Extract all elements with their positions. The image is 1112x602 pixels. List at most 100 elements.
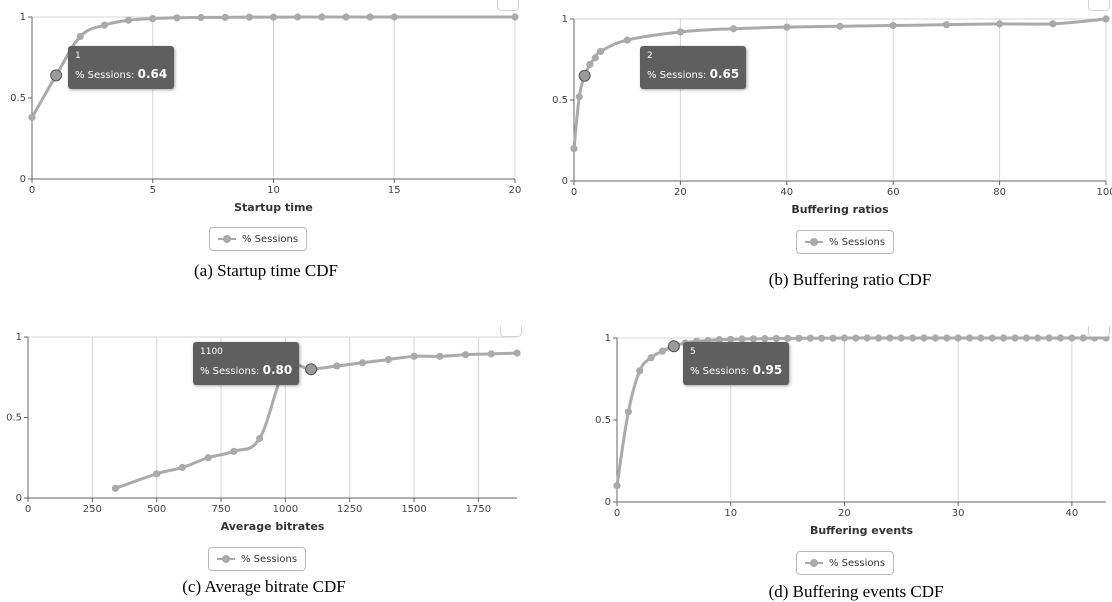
y-tick-label: 0.5 — [10, 93, 26, 104]
x-tick-label: 0 — [614, 508, 620, 519]
tooltip-value: 0.65 — [709, 67, 740, 82]
y-tick-label: 0.5 — [6, 413, 22, 424]
legend-label: % Sessions — [241, 553, 298, 565]
data-point — [727, 335, 735, 343]
data-point — [1079, 334, 1087, 342]
startup-time-chart: 0 5 10 15 20 0 0.5 1 Startup time — [10, 12, 522, 214]
x-tick-label: 20 — [509, 185, 522, 196]
x-tick-label: 30 — [952, 508, 965, 519]
tooltip-x-value: 1 — [75, 51, 81, 61]
x-tick-label: 20 — [674, 187, 687, 198]
data-tooltip: 1 % Sessions: 0.64 — [68, 46, 175, 89]
legend-label: % Sessions — [829, 557, 886, 569]
chart-menu-button[interactable] — [497, 0, 519, 11]
tooltip-series-name: % Sessions — [690, 366, 747, 378]
y-tick-label: 0.5 — [552, 95, 568, 106]
data-point — [111, 484, 120, 492]
data-point — [818, 334, 826, 342]
data-point — [570, 145, 578, 153]
data-point — [1068, 334, 1076, 342]
chart-menu-button[interactable] — [500, 326, 522, 337]
data-tooltip: 1100 % Sessions: 0.80 — [193, 342, 300, 385]
data-point — [511, 13, 519, 21]
data-point — [1056, 334, 1065, 342]
legend-item-sessions[interactable]: % Sessions — [209, 227, 308, 251]
y-tick-label: 1 — [605, 333, 611, 344]
x-axis-title: Buffering ratios — [791, 203, 889, 216]
buffering-events-chart: 0 10 20 30 40 0 0.5 1 Buffering events — [595, 333, 1110, 537]
chart-menu-button[interactable] — [1088, 326, 1110, 337]
x-tick-label: 100 — [1096, 187, 1112, 198]
data-point — [715, 336, 723, 344]
x-tick-label: 1500 — [401, 504, 426, 515]
legend-item-sessions[interactable]: % Sessions — [208, 547, 307, 571]
data-point — [204, 454, 212, 462]
data-point — [836, 22, 844, 30]
data-point — [256, 434, 264, 443]
data-point — [153, 470, 161, 478]
data-point — [889, 21, 897, 30]
data-point — [173, 14, 181, 22]
data-point — [597, 47, 605, 56]
data-point — [366, 13, 374, 21]
data-point — [125, 16, 133, 24]
chart-panel-buffering-ratio: 0 20 40 60 80 100 0 0.5 1 Buffering ratios 2 % Se… — [552, 0, 1112, 300]
data-point — [954, 334, 962, 342]
tooltip-series-name: % Sessions — [647, 70, 704, 82]
data-point — [988, 334, 996, 342]
data-point — [730, 25, 738, 33]
legend-label: % Sessions — [829, 236, 886, 248]
x-tick-label: 15 — [388, 185, 401, 196]
data-point — [333, 362, 341, 370]
chart-panel-startup-time: 0 5 10 15 20 0 0.5 1 Startup time 1 % Sessions: … — [0, 0, 556, 300]
hovered-data-point — [578, 69, 591, 82]
legend-label: % Sessions — [242, 233, 299, 245]
legend-item-sessions[interactable]: % Sessions — [796, 551, 895, 575]
data-point — [965, 334, 974, 342]
hovered-data-point — [305, 363, 318, 376]
data-point — [624, 408, 632, 416]
legend-marker-icon — [805, 559, 823, 567]
series-line — [114, 351, 519, 490]
x-tick-label: 1250 — [337, 504, 362, 515]
data-point — [897, 334, 905, 342]
data-point — [738, 335, 746, 343]
chart-menu-button[interactable] — [1088, 0, 1110, 11]
buffering-ratio-chart: 0 20 40 60 80 100 0 0.5 1 Buffering ratios — [552, 14, 1112, 216]
tooltip-value: 0.80 — [262, 363, 293, 378]
series-line — [572, 17, 1108, 151]
x-tick-label: 0 — [29, 185, 35, 196]
y-tick-label: 0 — [16, 493, 22, 504]
data-point — [178, 463, 187, 472]
data-point — [1045, 334, 1053, 342]
y-tick-label: 0.5 — [595, 415, 611, 426]
y-tick-label: 0 — [20, 174, 26, 185]
tooltip-series-name: % Sessions — [75, 70, 132, 82]
data-point — [410, 352, 418, 360]
hovered-data-point — [50, 69, 63, 82]
x-tick-label: 250 — [83, 504, 102, 515]
data-point — [390, 13, 398, 21]
data-point — [636, 367, 644, 375]
data-point — [783, 334, 792, 342]
data-point — [230, 447, 238, 455]
data-point — [586, 60, 594, 68]
x-tick-label: 5 — [150, 185, 156, 196]
data-point — [931, 334, 940, 342]
x-axis-title: Average bitrates — [221, 520, 325, 533]
legend-item-sessions[interactable]: % Sessions — [796, 230, 895, 254]
data-point — [863, 334, 871, 342]
data-point — [658, 347, 667, 355]
legend-marker-icon — [805, 238, 823, 246]
data-point — [197, 13, 205, 22]
tooltip-value: 0.64 — [137, 67, 168, 82]
x-tick-label: 80 — [993, 187, 1006, 198]
average-bitrate-chart: 0 250 500 750 1000 1250 1500 1750 0 0.5 1 Average b… — [6, 332, 521, 533]
tooltip-x-value: 2 — [647, 51, 653, 61]
data-point — [269, 13, 278, 21]
x-tick-label: 750 — [211, 504, 230, 515]
hovered-data-point — [667, 340, 680, 353]
chart-panel-average-bitrate: 0 250 500 750 1000 1250 1500 1750 0 0.5 1 Average b… — [0, 300, 556, 600]
data-point — [943, 334, 951, 342]
data-tooltip: 5 % Sessions: 0.95 — [683, 342, 790, 385]
